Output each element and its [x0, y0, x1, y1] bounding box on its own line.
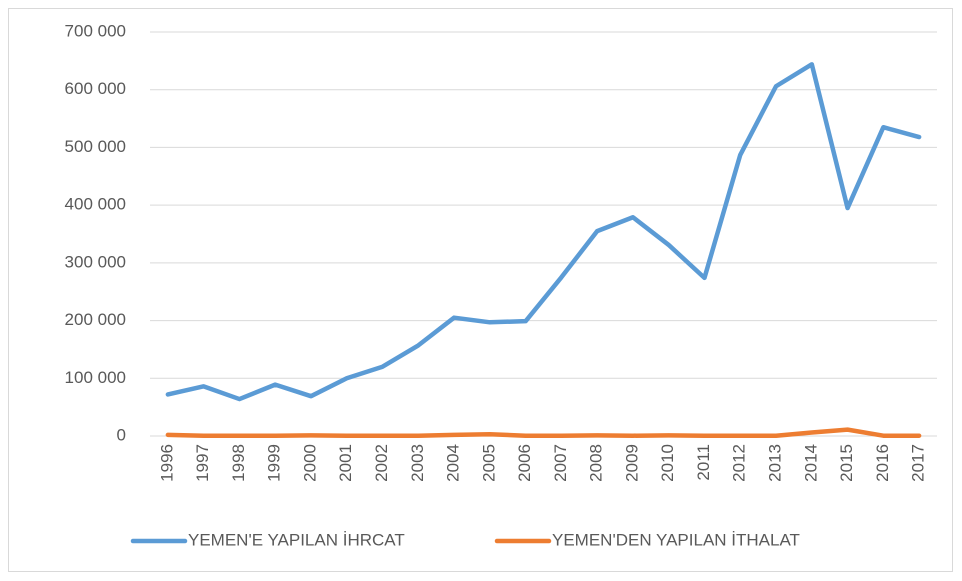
x-tick-label: 2003 — [408, 444, 427, 482]
x-tick-label: 1999 — [265, 444, 284, 482]
x-tick-label: 1997 — [193, 444, 212, 482]
y-tick-label: 300 000 — [65, 252, 126, 271]
x-tick-label: 2009 — [622, 444, 641, 482]
y-tick-label: 100 000 — [65, 368, 126, 387]
legend-label: YEMEN'E YAPILAN İHRCAT — [188, 530, 405, 549]
x-tick-label: 2007 — [551, 444, 570, 482]
y-tick-label: 600 000 — [65, 79, 126, 98]
x-tick-label: 2008 — [587, 444, 606, 482]
x-tick-label: 2014 — [801, 444, 820, 482]
x-tick-label: 2005 — [479, 444, 498, 482]
legend-label: YEMEN'DEN YAPILAN İTHALAT — [552, 530, 800, 549]
x-tick-label: 2012 — [730, 444, 749, 482]
chart-frame — [8, 8, 953, 572]
x-tick-label: 1996 — [157, 444, 176, 482]
y-tick-label: 400 000 — [65, 195, 126, 214]
x-tick-label: 2000 — [300, 444, 319, 482]
x-tick-label: 2015 — [837, 444, 856, 482]
y-tick-label: 0 — [117, 425, 126, 444]
x-tick-label: 2017 — [909, 444, 928, 482]
x-tick-label: 2006 — [515, 444, 534, 482]
x-tick-label: 2001 — [336, 444, 355, 482]
x-tick-label: 2011 — [694, 444, 713, 481]
x-tick-label: 2002 — [372, 444, 391, 482]
y-tick-label: 700 000 — [65, 21, 126, 40]
y-tick-label: 200 000 — [65, 310, 126, 329]
series-line — [165, 62, 922, 402]
x-tick-label: 2004 — [444, 444, 463, 482]
x-tick-label: 2016 — [873, 444, 892, 482]
y-tick-label: 500 000 — [65, 137, 126, 156]
x-tick-label: 2013 — [766, 444, 785, 482]
x-tick-label: 1998 — [229, 444, 248, 482]
series-line — [165, 427, 922, 438]
x-tick-label: 2010 — [658, 444, 677, 482]
